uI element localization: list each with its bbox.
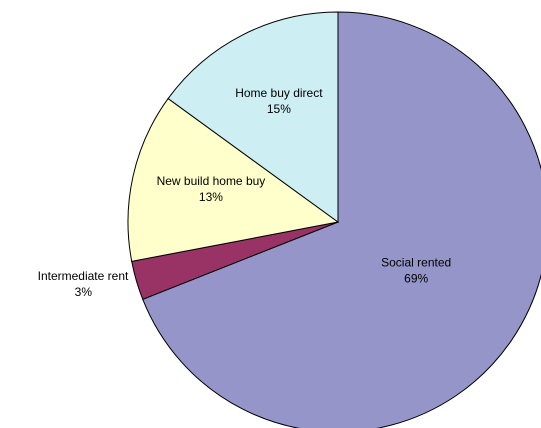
slice-label: New build home buy [157, 174, 266, 188]
pie-slice [142, 11, 541, 428]
slice-value: 69% [404, 271, 428, 285]
slice-label: Home buy direct [235, 86, 323, 100]
slice-value: 15% [267, 102, 291, 116]
slice-label: Intermediate rent [38, 269, 129, 283]
pie-slice [167, 11, 339, 223]
slice-label: Social rented [381, 255, 451, 269]
slice-value: 3% [75, 285, 93, 299]
slice-value: 13% [199, 190, 223, 204]
pie-slice [127, 97, 340, 262]
